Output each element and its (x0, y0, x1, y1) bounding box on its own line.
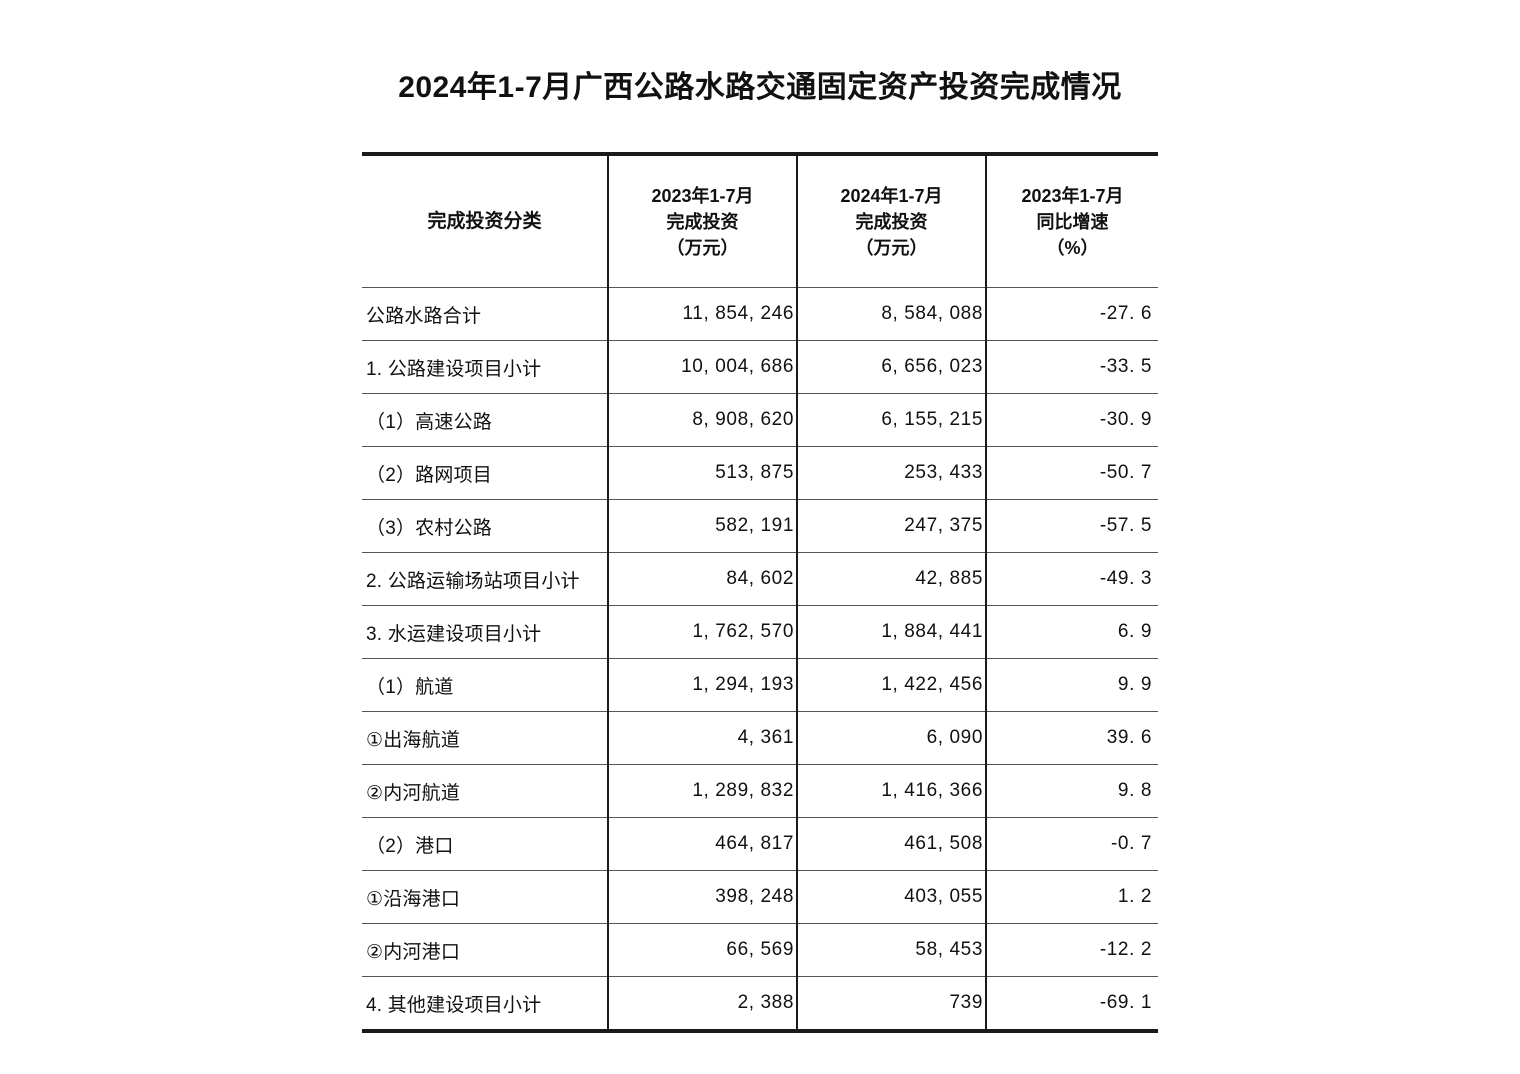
cell-2024-value: 739 (796, 976, 986, 1031)
table-row: （1）高速公路 8, 908, 620 6, 155, 215 -30. 9 (362, 393, 1158, 447)
row-label: ①沿海港口 (362, 870, 608, 924)
cell-growth-value: -12. 2 (985, 923, 1158, 977)
header-row: 完成投资分类 2023年1-7月 完成投资 （万元） 2024年1-7月 完成投… (362, 154, 1158, 288)
cell-2023-value: 11, 854, 246 (607, 287, 797, 341)
cell-2024-value: 1, 884, 441 (796, 605, 986, 659)
cell-growth-value: -30. 9 (985, 393, 1158, 447)
table-row: 4. 其他建设项目小计 2, 388 739 -69. 1 (362, 976, 1158, 1031)
cell-2024-value: 8, 584, 088 (796, 287, 986, 341)
table-row: ①沿海港口 398, 248 403, 055 1. 2 (362, 870, 1158, 924)
cell-2023-value: 513, 875 (607, 446, 797, 500)
cell-2023-value: 1, 762, 570 (607, 605, 797, 659)
header-line-1: 2024年1-7月 (840, 185, 943, 206)
cell-2023-value: 66, 569 (607, 923, 797, 977)
row-label: （1）航道 (362, 658, 608, 712)
table-row: ②内河港口 66, 569 58, 453 -12. 2 (362, 923, 1158, 977)
table-row: （2）港口 464, 817 461, 508 -0. 7 (362, 817, 1158, 871)
table-row: （2）路网项目 513, 875 253, 433 -50. 7 (362, 446, 1158, 500)
cell-growth-value: -69. 1 (985, 976, 1158, 1031)
cell-2023-value: 84, 602 (607, 552, 797, 606)
header-line-3: （%） (1046, 237, 1099, 258)
cell-growth-value: -50. 7 (985, 446, 1158, 500)
cell-growth-value: 9. 9 (985, 658, 1158, 712)
table-row: ②内河航道 1, 289, 832 1, 416, 366 9. 8 (362, 764, 1158, 818)
row-label: ②内河航道 (362, 764, 608, 818)
cell-growth-value: 39. 6 (985, 711, 1158, 765)
cell-2024-value: 247, 375 (796, 499, 986, 553)
header-line-1: 2023年1-7月 (651, 185, 754, 206)
row-label: 公路水路合计 (362, 287, 608, 341)
table-row: 1. 公路建设项目小计 10, 004, 686 6, 656, 023 -33. 5 (362, 340, 1158, 394)
cell-2024-value: 1, 422, 456 (796, 658, 986, 712)
cell-2024-value: 403, 055 (796, 870, 986, 924)
header-line-3: （万元） (666, 237, 739, 258)
row-label: （2）路网项目 (362, 446, 608, 500)
table-body: 公路水路合计 11, 854, 246 8, 584, 088 -27. 6 1. 公路… (362, 287, 1158, 1031)
cell-2024-value: 6, 656, 023 (796, 340, 986, 394)
cell-growth-value: 9. 8 (985, 764, 1158, 818)
table-row: （3）农村公路 582, 191 247, 375 -57. 5 (362, 499, 1158, 553)
cell-growth-value: -27. 6 (985, 287, 1158, 341)
table-row: ①出海航道 4, 361 6, 090 39. 6 (362, 711, 1158, 765)
page-title: 2024年1-7月广西公路水路交通固定资产投资完成情况 (398, 71, 1122, 104)
cell-growth-value: -57. 5 (985, 499, 1158, 553)
cell-2024-value: 1, 416, 366 (796, 764, 986, 818)
header-line-3: （万元） (855, 237, 928, 258)
investment-table: 完成投资分类 2023年1-7月 完成投资 （万元） 2024年1-7月 完成投… (362, 152, 1158, 1033)
cell-2023-value: 1, 294, 193 (607, 658, 797, 712)
cell-2023-value: 10, 004, 686 (607, 340, 797, 394)
header-line-2: 同比增速 (1036, 211, 1109, 232)
column-header-growth-rate: 2023年1-7月 同比增速 （%） (985, 154, 1158, 288)
header-line-1: 2023年1-7月 (1021, 185, 1124, 206)
cell-growth-value: 1. 2 (985, 870, 1158, 924)
table-row: 公路水路合计 11, 854, 246 8, 584, 088 -27. 6 (362, 287, 1158, 341)
column-header-category: 完成投资分类 (362, 154, 608, 288)
row-label: 2. 公路运输场站项目小计 (362, 552, 608, 606)
cell-growth-value: -33. 5 (985, 340, 1158, 394)
table-row: 3. 水运建设项目小计 1, 762, 570 1, 884, 441 6. 9 (362, 605, 1158, 659)
column-header-2023-investment: 2023年1-7月 完成投资 （万元） (607, 154, 797, 288)
table-row: 2. 公路运输场站项目小计 84, 602 42, 885 -49. 3 (362, 552, 1158, 606)
row-label: 3. 水运建设项目小计 (362, 605, 608, 659)
cell-2024-value: 253, 433 (796, 446, 986, 500)
row-label: 1. 公路建设项目小计 (362, 340, 608, 394)
row-label: （1）高速公路 (362, 393, 608, 447)
row-label: 4. 其他建设项目小计 (366, 994, 542, 1016)
cell-2023-value: 4, 361 (607, 711, 797, 765)
cell-2023-value: 464, 817 (607, 817, 797, 871)
cell-growth-value: -49. 3 (985, 552, 1158, 606)
row-label: ①出海航道 (362, 711, 608, 765)
row-label: （3）农村公路 (362, 499, 608, 553)
cell-growth-value: -0. 7 (985, 817, 1158, 871)
cell-2024-value: 42, 885 (796, 552, 986, 606)
cell-2023-value: 8, 908, 620 (607, 393, 797, 447)
row-label: （2）港口 (362, 817, 608, 871)
table-header: 完成投资分类 2023年1-7月 完成投资 （万元） 2024年1-7月 完成投… (362, 154, 1158, 288)
investment-table-container: 完成投资分类 2023年1-7月 完成投资 （万元） 2024年1-7月 完成投… (362, 152, 1158, 1033)
cell-2023-value: 2, 388 (607, 976, 797, 1031)
header-line-2: 完成投资 (666, 211, 739, 232)
cell-2023-value: 398, 248 (607, 870, 797, 924)
cell-2024-value: 58, 453 (796, 923, 986, 977)
table-row: （1）航道 1, 294, 193 1, 422, 456 9. 9 (362, 658, 1158, 712)
row-label: ②内河港口 (362, 923, 608, 977)
cell-2023-value: 1, 289, 832 (607, 764, 797, 818)
cell-2024-value: 6, 155, 215 (796, 393, 986, 447)
cell-2024-value: 461, 508 (796, 817, 986, 871)
cell-growth-value: 6. 9 (985, 605, 1158, 659)
header-line-2: 完成投资 (855, 211, 928, 232)
cell-2023-value: 582, 191 (607, 499, 797, 553)
cell-2024-value: 6, 090 (796, 711, 986, 765)
column-header-2024-investment: 2024年1-7月 完成投资 （万元） (796, 154, 986, 288)
